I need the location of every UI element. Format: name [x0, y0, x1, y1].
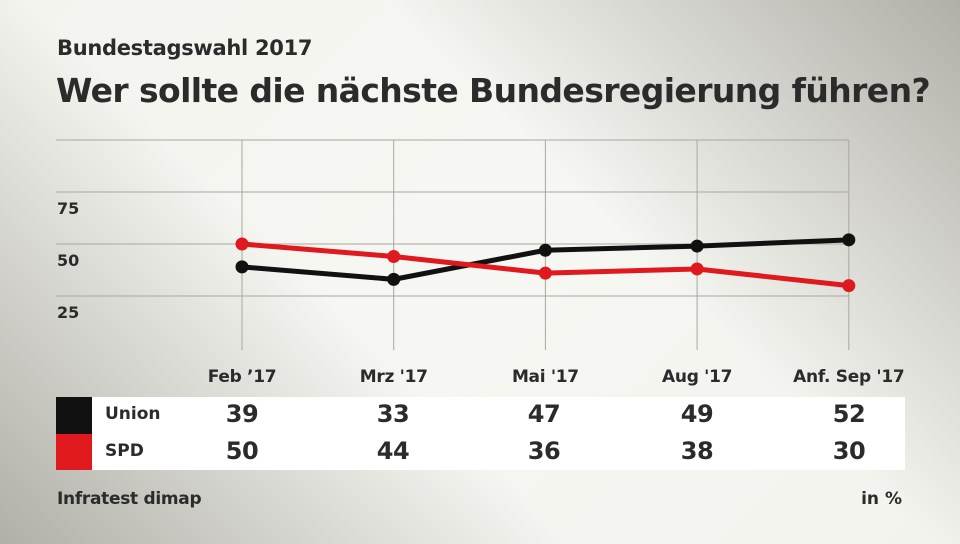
data-table: Union 39 33 47 49 52 SPD 50 44 36 38 30 [56, 397, 905, 470]
legend-swatch-union [56, 397, 92, 434]
data-point-spd [690, 262, 704, 276]
data-point-union [387, 272, 401, 286]
x-tick-label: Feb ’17 [208, 367, 277, 387]
data-point-union [690, 239, 704, 253]
table-row-spd: SPD 50 44 36 38 30 [56, 433, 905, 470]
data-point-spd [235, 237, 249, 251]
table-row-union: Union 39 33 47 49 52 [56, 397, 905, 434]
x-tick-label: Mrz '17 [360, 367, 428, 387]
cell-spd-3: 38 [680, 436, 714, 465]
chart-subtitle: Bundestagswahl 2017 [57, 36, 313, 60]
data-point-union [235, 260, 249, 274]
y-tick-label: 50 [57, 251, 79, 270]
line-chart: 25 50 75 Feb ’17 Mrz '17 Mai '17 Aug '17 Anf. S… [56, 139, 905, 387]
legend-swatch-spd [56, 433, 92, 470]
data-point-spd [842, 279, 856, 293]
cell-spd-1: 44 [376, 436, 410, 465]
row-label-union: Union [105, 404, 161, 424]
unit-label: in % [861, 489, 902, 509]
data-point-union [538, 243, 552, 257]
x-tick-label: Mai '17 [512, 367, 579, 387]
chart-title: Wer sollte die nächste Bundesregierung f… [56, 71, 931, 110]
cell-union-4: 52 [832, 400, 866, 428]
data-point-spd [538, 266, 552, 280]
y-tick-label: 25 [57, 303, 79, 322]
data-point-union [842, 233, 856, 247]
cell-spd-4: 30 [832, 436, 866, 465]
x-tick-label: Anf. Sep '17 [793, 367, 904, 387]
cell-union-2: 47 [527, 400, 561, 428]
cell-spd-0: 50 [225, 436, 259, 465]
source-label: Infratest dimap [57, 489, 202, 509]
cell-union-0: 39 [225, 400, 259, 428]
cell-union-1: 33 [376, 400, 410, 428]
cell-union-3: 49 [680, 400, 714, 428]
data-point-spd [387, 249, 401, 263]
x-tick-label: Aug '17 [662, 367, 732, 387]
row-label-spd: SPD [105, 440, 144, 461]
y-tick-label: 75 [57, 199, 79, 218]
cell-spd-2: 36 [527, 436, 561, 465]
